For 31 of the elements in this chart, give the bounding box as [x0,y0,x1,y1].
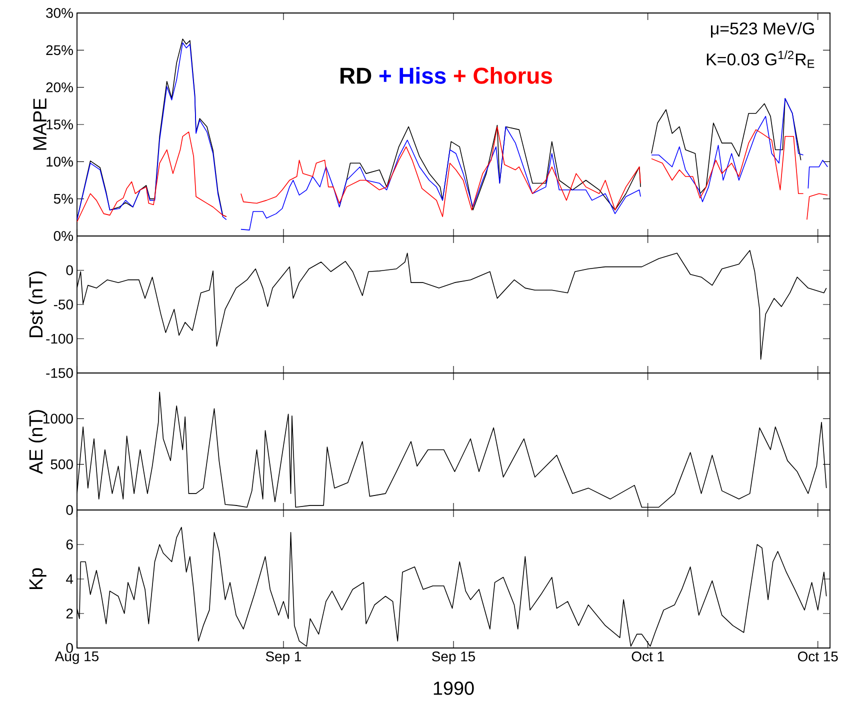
y-axis-title: Dst (nT) [28,272,46,338]
y-tick-label: 0 [66,505,73,515]
annotation: K=0.03 G$^{1/2}$R$_{E}$ [706,50,814,68]
y-tick-label: 4 [66,574,74,584]
y-tick-label: 6 [66,540,73,550]
y-tick-label: 25% [46,45,73,56]
y-tick-label: -100 [46,334,73,344]
y-tick-label: 30% [46,8,73,18]
y-tick-label: 2 [66,608,73,618]
y-tick-label: 20% [46,82,73,92]
text: RD [340,68,372,84]
y-tick-label: 500 [50,459,73,470]
y-tick-label: -150 [46,368,73,378]
text: + Chorus [454,67,552,84]
x-tick-label: Oct 1 [632,652,664,662]
x-tick-label: Oct 15 [798,652,838,662]
y-tick-label: -50 [54,300,73,310]
x-tick-label: Aug 15 [54,652,98,664]
y-axis-title: Kp [29,568,46,590]
x-tick-label: Sep 15 [432,652,476,664]
y-tick-label: 0% [54,231,73,241]
y-axis-title: MAPE [33,98,46,150]
x-axis-title: 1990 [434,682,474,695]
y-tick-label: 15% [46,120,73,130]
text: + Hiss [379,67,446,84]
x-tick-label: Sep 1 [266,652,301,664]
y-tick-label: 0 [66,643,73,653]
y-tick-label: 10% [46,156,73,167]
y-tick-label: 0 [66,265,73,276]
annotation: μ=523 MeV/G [711,22,814,38]
y-tick-label: 5% [54,194,73,204]
